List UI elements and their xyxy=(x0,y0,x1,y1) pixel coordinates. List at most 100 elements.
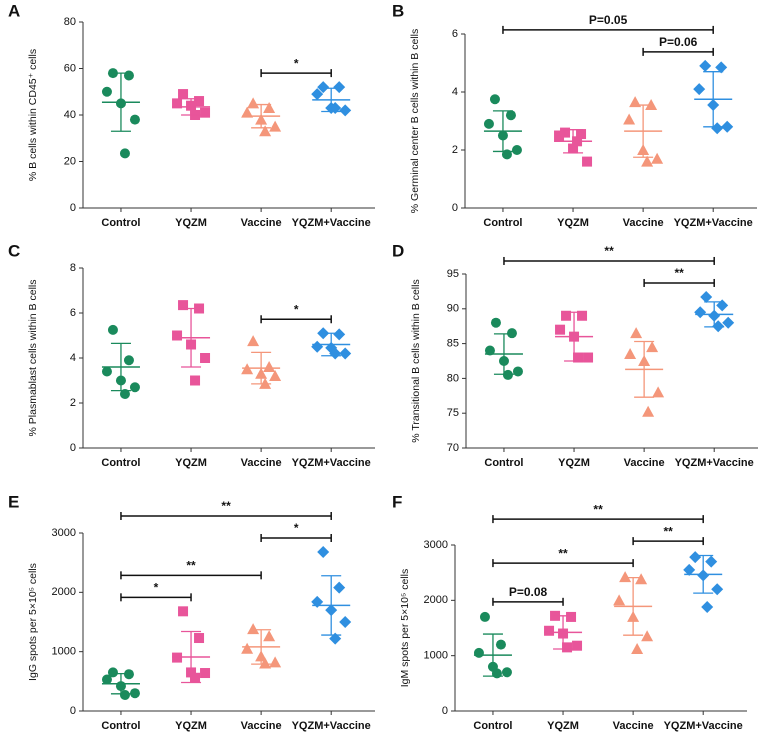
data-point xyxy=(683,563,696,576)
panel: E IgG spots per 5×10⁵ cells 0 1000 2000 3000 C… xyxy=(8,492,375,732)
panel-label: F xyxy=(392,492,402,511)
y-tick-label: 85 xyxy=(447,338,459,350)
y-tick-label: 0 xyxy=(70,705,76,717)
data-point xyxy=(573,352,584,363)
x-tick-label: Vaccine xyxy=(623,217,664,229)
y-tick-label: 4 xyxy=(452,86,458,98)
x-tick-label: YQZM xyxy=(547,720,579,732)
data-point xyxy=(693,83,706,96)
data-point xyxy=(512,366,523,377)
data-point xyxy=(583,352,594,363)
x-tick-label: YQZM+Vaccine xyxy=(664,720,743,732)
data-point xyxy=(101,674,112,685)
data-point xyxy=(490,317,501,328)
x-tick-label: Vaccine xyxy=(624,457,665,469)
data-point xyxy=(555,324,566,335)
x-tick-label: YQZM+Vaccine xyxy=(292,457,371,469)
x-tick-label: Control xyxy=(101,217,140,229)
data-point xyxy=(641,630,654,642)
data-point xyxy=(178,300,189,311)
data-point xyxy=(269,370,282,381)
x-tick-label: YQZM+Vaccine xyxy=(674,217,753,229)
data-point xyxy=(483,118,494,129)
data-point xyxy=(577,310,588,321)
data-point xyxy=(119,389,130,399)
data-point xyxy=(716,299,729,312)
y-tick-label: 1000 xyxy=(424,650,448,662)
data-point xyxy=(473,647,484,658)
x-tick-label: Control xyxy=(484,457,523,469)
data-point xyxy=(194,633,205,644)
y-tick-label: 75 xyxy=(447,407,459,419)
y-tick-label: 0 xyxy=(442,705,448,717)
y-tick-label: 40 xyxy=(64,109,76,121)
data-point xyxy=(119,689,130,700)
data-point xyxy=(259,657,272,669)
data-point xyxy=(311,340,324,353)
data-point xyxy=(700,290,713,303)
data-point xyxy=(689,551,702,564)
significance-label: ** xyxy=(604,244,614,258)
data-point xyxy=(241,106,254,118)
data-point xyxy=(705,555,718,568)
data-point xyxy=(200,107,211,118)
y-axis-label: IgM spots per 5×10⁵ cells xyxy=(399,569,411,687)
panel-label: D xyxy=(392,241,404,260)
data-point xyxy=(711,122,724,135)
y-tick-label: 0 xyxy=(452,202,458,214)
data-point xyxy=(613,594,626,606)
data-point xyxy=(129,382,140,393)
y-tick-label: 20 xyxy=(64,155,76,167)
data-point xyxy=(317,81,330,94)
data-point xyxy=(544,625,555,636)
data-point xyxy=(641,155,654,167)
x-tick-label: YQZM+Vaccine xyxy=(292,217,371,229)
data-point xyxy=(107,667,118,678)
y-tick-label: 60 xyxy=(64,62,76,74)
y-tick-label: 90 xyxy=(447,303,459,315)
data-point xyxy=(172,98,183,109)
data-point xyxy=(699,59,712,72)
x-tick-label: YQZM+Vaccine xyxy=(675,457,754,469)
data-point xyxy=(190,672,201,683)
panel: D % Transitional B cells within B cells 70… xyxy=(392,241,758,469)
data-point xyxy=(715,61,728,74)
data-point xyxy=(329,347,342,360)
significance-label: P=0.05 xyxy=(589,13,628,27)
y-tick-label: 2 xyxy=(70,397,76,409)
data-point xyxy=(511,145,522,155)
data-point xyxy=(190,375,201,386)
x-tick-label: Control xyxy=(473,720,512,732)
data-point xyxy=(635,573,648,585)
y-tick-label: 2 xyxy=(452,144,458,156)
significance-label: P=0.08 xyxy=(509,585,548,599)
data-point xyxy=(554,130,565,141)
data-point xyxy=(129,688,140,699)
data-point xyxy=(194,96,205,107)
data-point xyxy=(101,366,112,377)
y-tick-label: 95 xyxy=(447,268,459,280)
panel-label: B xyxy=(392,1,404,20)
x-tick-label: Vaccine xyxy=(613,720,654,732)
y-axis-label: % Transitional B cells within B cells xyxy=(410,279,422,442)
panel-label: A xyxy=(8,1,20,20)
x-tick-label: Control xyxy=(483,217,522,229)
data-point xyxy=(178,89,189,100)
data-point xyxy=(200,353,211,363)
significance-label: ** xyxy=(663,524,673,538)
data-point xyxy=(263,630,276,642)
data-point xyxy=(241,642,254,654)
data-point xyxy=(123,355,134,366)
data-point xyxy=(652,386,665,398)
data-point xyxy=(619,571,632,583)
data-point xyxy=(339,347,352,360)
panel: C % Plasmablast cells within B cells 0 2 4 6 8… xyxy=(8,241,375,469)
data-point xyxy=(722,316,735,329)
y-axis-label: % Plasmablast cells within B cells xyxy=(27,280,39,437)
data-point xyxy=(311,88,324,101)
data-point xyxy=(178,606,189,617)
x-tick-label: Control xyxy=(101,457,140,469)
y-tick-label: 4 xyxy=(70,352,76,364)
data-point xyxy=(339,104,352,117)
panel: F IgM spots per 5×10⁵ cells 0 1000 2000 3000 C… xyxy=(392,492,747,732)
